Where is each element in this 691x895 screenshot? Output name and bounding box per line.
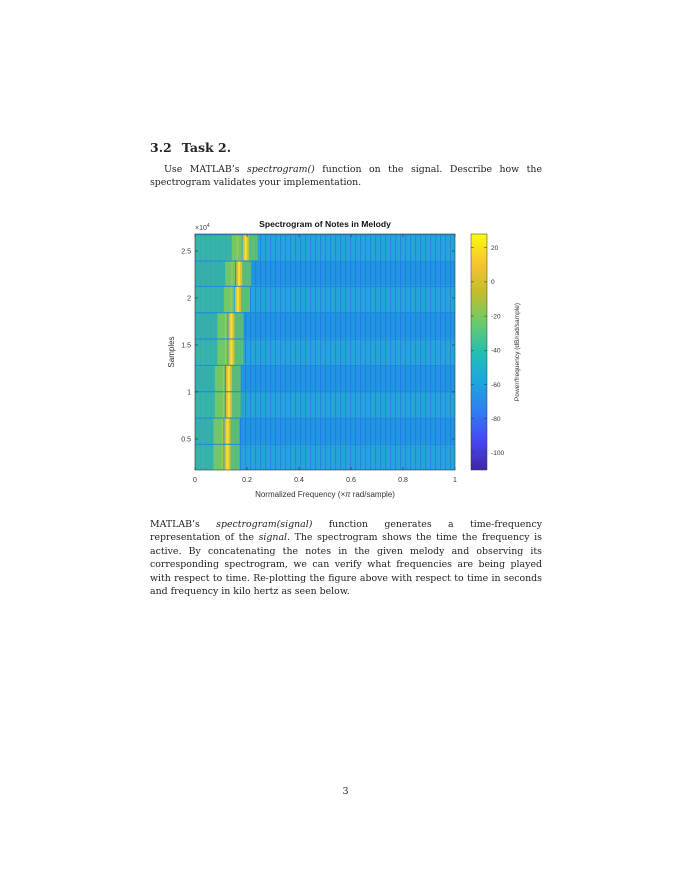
y-tick-label: 2 (187, 295, 191, 302)
segment-glow (217, 338, 228, 365)
segment-peak (238, 260, 241, 286)
note-segment (195, 443, 455, 470)
segment-glow (241, 260, 252, 286)
segment-boundary (195, 443, 455, 445)
segment-peak (227, 364, 230, 392)
page-number: 3 (342, 786, 349, 797)
y-tick-label: 1.5 (181, 342, 191, 349)
chart-title: Spectrogram of Notes in Melody (259, 219, 391, 229)
note-segment (195, 417, 455, 444)
body-signal-name: signal (258, 532, 288, 544)
colorbar (470, 233, 488, 471)
segment-glow (223, 285, 234, 313)
segment-harmonic (222, 391, 225, 418)
segment-harmonic (221, 417, 224, 444)
x-axis-ticks: 0 0.2 0.4 0.6 0.8 1 (193, 234, 457, 484)
note-segment (195, 234, 455, 261)
segment-boundary (195, 260, 455, 262)
note-segment (195, 260, 455, 286)
segment-glow (247, 234, 258, 261)
segment-harmonic (222, 364, 225, 392)
segment-peak (244, 234, 247, 261)
segment-boundary (195, 338, 455, 340)
note-segment (195, 364, 455, 392)
colorbar-tick-label: -80 (491, 416, 501, 423)
x-tick-label: 1 (453, 477, 457, 484)
x-tick-label: 0.2 (242, 477, 252, 484)
segment-glow (230, 364, 241, 392)
segment-harmonic (236, 234, 239, 261)
x-tick-label: 0 (193, 477, 197, 484)
colorbar-tick-label: -40 (491, 348, 501, 355)
segment-glow (229, 443, 240, 470)
section-number: 3.2 (150, 140, 172, 155)
segment-glow (214, 391, 225, 418)
x-tick-label: 0.6 (346, 477, 356, 484)
note-segment (195, 312, 455, 339)
body-text-3: . The spectrogram shows the time the fre… (150, 532, 542, 598)
colorbar-tick-label: -60 (491, 382, 501, 389)
spectrogram-plot-area (195, 234, 455, 470)
segment-glow (225, 260, 236, 286)
segment-boundary (195, 417, 455, 419)
segment-harmonic (224, 312, 227, 339)
segment-peak (227, 391, 230, 418)
spectrogram-figure: 0 0.2 0.4 0.6 0.8 1 0.5 1 1.5 2 2.5 Spectrogram o… (167, 219, 521, 499)
x-tick-label: 0.8 (398, 477, 408, 484)
body-text-1: MATLAB’s (150, 519, 217, 530)
segment-boundary (195, 364, 455, 366)
body-text-2: function generates a time-frequency repr… (150, 519, 542, 544)
intro-text-2: function on the signal. Describe how the… (150, 164, 542, 189)
section-title-text: Task 2. (181, 140, 232, 155)
colorbar-label: Power/frequency (dB/rad/sample) (514, 303, 521, 401)
segment-harmonic (224, 338, 227, 365)
segment-glow (239, 285, 250, 313)
segment-boundary (195, 312, 455, 314)
section-heading: 3.2 Task 2. (150, 140, 231, 155)
intro-text-1: Use MATLAB’s (164, 164, 247, 175)
segment-glow (213, 417, 224, 444)
segment-peak (236, 285, 239, 313)
y-tick-label: 0.5 (181, 436, 191, 443)
intro-paragraph: Use MATLAB’s spectrogram() function on t… (150, 163, 542, 190)
segment-glow (230, 391, 241, 418)
note-segment (195, 285, 455, 313)
segment-glow (214, 364, 225, 392)
note-segment (195, 391, 455, 418)
x-axis-label: Normalized Frequency (×π rad/sample) (255, 490, 395, 499)
y-tick-label: 1 (187, 389, 191, 396)
body-function-name: spectrogram(signal) (216, 519, 313, 530)
note-segment (195, 338, 455, 365)
y-axis-ticks: 0.5 1 1.5 2 2.5 (181, 248, 455, 443)
segment-peak (226, 417, 229, 444)
segment-boundary (195, 391, 455, 393)
segment-texture (195, 285, 455, 313)
intro-function-name: spectrogram() (247, 164, 315, 175)
colorbar-tick-label: 0 (491, 279, 495, 286)
colorbar-ticks: 20 0 -20 -40 -60 -80 -100 (471, 245, 505, 457)
segment-harmonic (230, 285, 232, 313)
colorbar-tick-label: 20 (491, 245, 499, 252)
segment-peak (230, 338, 233, 365)
segment-boundary (195, 234, 455, 236)
segment-glow (213, 443, 224, 470)
segment-glow (229, 417, 240, 444)
segment-glow (233, 312, 244, 339)
plot-frame (194, 233, 456, 471)
colorbar-tick-label: -20 (491, 313, 501, 320)
segment-harmonic (221, 443, 224, 470)
body-paragraph: MATLAB’s spectrogram(signal) function ge… (150, 518, 542, 598)
segment-glow (217, 312, 228, 339)
y-axis-multiplier: ×104 (195, 223, 210, 232)
segment-harmonic (231, 260, 233, 286)
segment-boundary (195, 285, 455, 288)
segment-glow (233, 338, 244, 365)
y-axis-label: Samples (167, 336, 176, 367)
colorbar-tick-label: -100 (491, 450, 505, 457)
segment-peak (230, 312, 233, 339)
y-tick-label: 2.5 (181, 248, 191, 255)
x-tick-label: 0.4 (294, 477, 304, 484)
segment-peak (226, 443, 229, 470)
